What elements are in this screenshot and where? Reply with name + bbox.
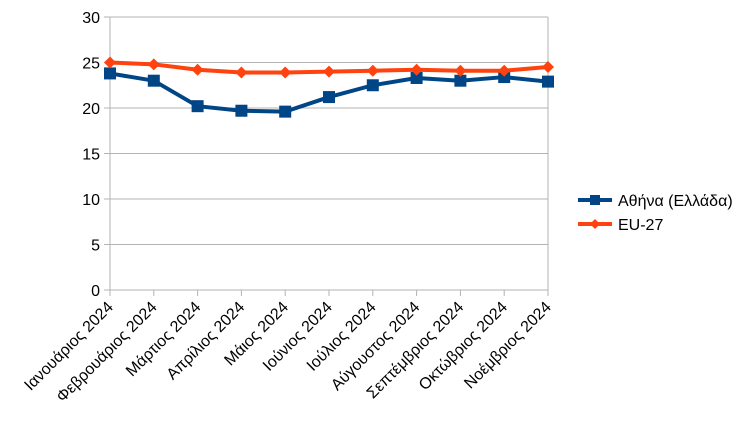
legend-entry-2: EU-27 — [578, 217, 663, 234]
y-tick-label-10: 10 — [82, 192, 100, 209]
data-point — [279, 66, 292, 79]
data-point — [191, 100, 204, 113]
data-point — [542, 75, 554, 88]
data-point — [104, 56, 116, 69]
data-point — [498, 71, 511, 84]
y-tick-label-25: 25 — [82, 56, 100, 73]
data-point — [147, 58, 160, 71]
data-point — [410, 71, 423, 84]
data-point — [366, 79, 379, 92]
data-point — [104, 67, 116, 80]
data-point — [498, 64, 511, 77]
series-2 — [104, 56, 554, 79]
legend-entry-1: Αθήνα (Ελλάδα) — [578, 193, 733, 210]
y-axis-tick-labels: 0 5 10 15 20 25 30 — [82, 10, 100, 300]
data-point — [454, 64, 467, 77]
y-tick-label-20: 20 — [82, 101, 100, 118]
x-tick-label: Απρίλιος 2024 — [164, 299, 249, 384]
legend-marker — [590, 219, 600, 229]
y-tick-label-5: 5 — [91, 238, 100, 255]
data-point — [366, 64, 379, 77]
y-tick-label-0: 0 — [91, 283, 100, 300]
y-tick-label-30: 30 — [82, 10, 100, 27]
gridlines — [104, 16, 548, 291]
y-tick-label-15: 15 — [82, 147, 100, 164]
data-point — [542, 61, 554, 74]
data-point — [235, 66, 248, 79]
data-point — [323, 91, 335, 104]
legend-label: EU-27 — [618, 217, 663, 234]
data-point — [323, 65, 335, 78]
series-1 — [104, 67, 554, 118]
data-point — [410, 63, 423, 76]
legend-marker — [590, 195, 600, 205]
data-point — [147, 74, 160, 87]
legend: Αθήνα (Ελλάδα) EU-27 — [578, 193, 733, 234]
legend-label: Αθήνα (Ελλάδα) — [618, 193, 733, 210]
series-group — [104, 56, 554, 118]
data-point — [279, 105, 292, 118]
data-point — [454, 74, 467, 87]
data-point — [191, 63, 204, 76]
axes — [109, 17, 549, 296]
data-point — [235, 104, 248, 117]
